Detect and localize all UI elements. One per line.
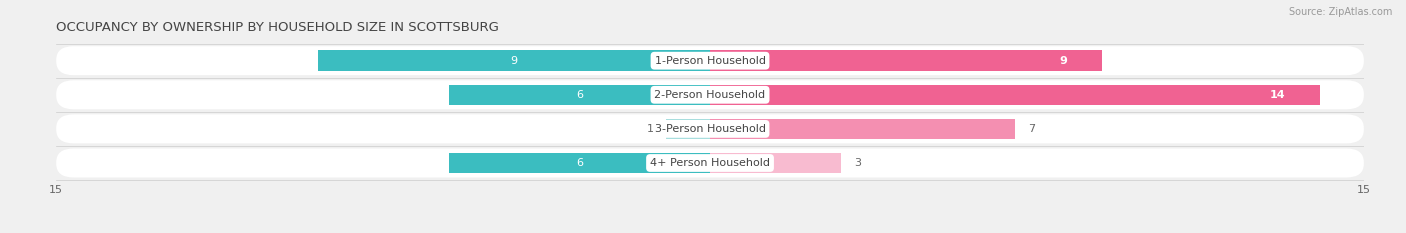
Bar — [710, 119, 1015, 139]
Bar — [710, 51, 1102, 71]
FancyBboxPatch shape — [56, 46, 1364, 75]
Bar — [449, 153, 710, 173]
Bar — [710, 85, 1320, 105]
Text: 3-Person Household: 3-Person Household — [655, 124, 765, 134]
Text: 6: 6 — [576, 90, 582, 100]
Text: 3: 3 — [853, 158, 860, 168]
Text: 1-Person Household: 1-Person Household — [655, 56, 765, 66]
Bar — [318, 51, 710, 71]
Text: 4+ Person Household: 4+ Person Household — [650, 158, 770, 168]
Text: 2-Person Household: 2-Person Household — [654, 90, 766, 100]
Text: 1: 1 — [647, 124, 654, 134]
Text: 14: 14 — [1270, 90, 1285, 100]
Bar — [666, 119, 710, 139]
Text: 7: 7 — [1028, 124, 1035, 134]
Bar — [710, 153, 841, 173]
Text: 9: 9 — [1060, 56, 1067, 66]
FancyBboxPatch shape — [56, 114, 1364, 143]
Text: Source: ZipAtlas.com: Source: ZipAtlas.com — [1288, 7, 1392, 17]
Text: 6: 6 — [576, 158, 582, 168]
Text: 9: 9 — [510, 56, 517, 66]
FancyBboxPatch shape — [56, 148, 1364, 178]
FancyBboxPatch shape — [56, 80, 1364, 109]
Bar — [449, 85, 710, 105]
Text: OCCUPANCY BY OWNERSHIP BY HOUSEHOLD SIZE IN SCOTTSBURG: OCCUPANCY BY OWNERSHIP BY HOUSEHOLD SIZE… — [56, 21, 499, 34]
